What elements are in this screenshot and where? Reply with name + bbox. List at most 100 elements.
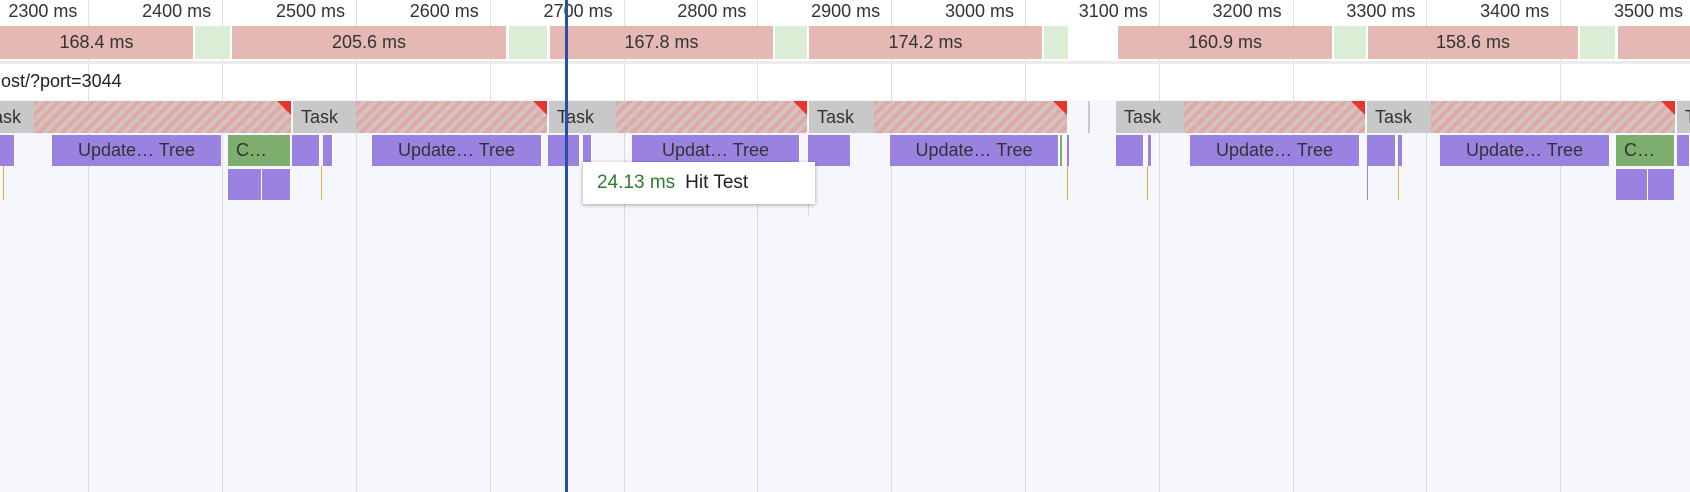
event-marker <box>321 166 322 200</box>
event-label: Update… Tree <box>915 140 1033 160</box>
event-label: Updat… Tree <box>661 140 770 160</box>
long-task-overrun[interactable] <box>1431 101 1675 133</box>
event[interactable] <box>228 169 262 200</box>
tick-label: 2800 ms <box>677 1 747 21</box>
event[interactable] <box>0 135 15 166</box>
frame-duration: 205.6 ms <box>331 32 407 52</box>
long-task-overrun[interactable] <box>34 101 291 133</box>
long-task-overrun[interactable] <box>356 101 547 133</box>
event[interactable] <box>583 135 592 166</box>
gridline <box>222 0 224 492</box>
event[interactable] <box>1367 135 1396 166</box>
event-composite[interactable]: C… <box>1616 135 1675 166</box>
idle-frame[interactable] <box>195 26 230 59</box>
frame-duration: 174.2 ms <box>888 32 963 52</box>
idle-frame[interactable] <box>1044 26 1068 59</box>
frame[interactable]: 158.6 ms <box>1368 26 1578 59</box>
event-hit-test[interactable] <box>548 135 580 166</box>
track-url: host/?port=3044 <box>0 71 122 91</box>
event[interactable] <box>1398 135 1403 166</box>
event[interactable] <box>292 135 320 166</box>
timeline-cursor[interactable] <box>565 0 568 492</box>
task-label: Task <box>557 106 595 127</box>
tick-label: 3500 ms <box>1613 1 1683 21</box>
gridline <box>489 0 491 492</box>
event-update-layer-tree[interactable]: Update… Tree <box>1440 135 1610 166</box>
gridline <box>623 0 625 492</box>
event-update-layer-tree[interactable]: Update… Tree <box>52 135 222 166</box>
event[interactable] <box>1116 135 1144 166</box>
long-task-marker-icon <box>793 101 807 115</box>
event[interactable] <box>1616 169 1648 200</box>
tick-label: 3000 ms <box>944 1 1014 21</box>
event-label: Update… Tree <box>1215 140 1334 160</box>
gridline <box>891 0 893 492</box>
event-composite[interactable]: C… <box>228 135 291 166</box>
tooltip-event-name: Hit Test <box>685 172 749 193</box>
gridline <box>356 0 357 492</box>
task[interactable]: Task <box>1116 101 1184 133</box>
long-task-overrun[interactable] <box>616 101 807 133</box>
event[interactable] <box>808 135 851 166</box>
task[interactable]: Task <box>0 101 34 133</box>
task[interactable] <box>1088 101 1090 133</box>
event[interactable] <box>323 135 333 166</box>
tick-label: 2300 ms <box>8 1 78 21</box>
event-marker <box>1367 166 1368 200</box>
event-update-layer-tree[interactable]: Update… Tree <box>890 135 1059 166</box>
hover-tooltip: 24.13 ms Hit Test <box>583 162 815 204</box>
event-label: C… <box>236 140 267 160</box>
task[interactable]: Task <box>1677 101 1690 133</box>
long-task-marker-icon <box>277 101 291 115</box>
task[interactable]: Task <box>1367 101 1431 133</box>
event-label: C… <box>1624 140 1655 160</box>
idle-frame[interactable] <box>509 26 547 59</box>
event-update-layer-tree[interactable]: Updat… Tree <box>632 135 800 166</box>
frame[interactable]: 205.6 ms <box>232 26 506 59</box>
frame[interactable]: 160.9 ms <box>1118 26 1332 59</box>
frame[interactable]: 168.4 ms <box>0 26 193 59</box>
idle-frame[interactable] <box>1334 26 1366 59</box>
task-label: Task <box>1375 106 1413 127</box>
event-marker <box>1398 166 1399 200</box>
event[interactable] <box>262 169 291 200</box>
event[interactable] <box>1648 169 1675 200</box>
event-update-layer-tree[interactable]: Update… Tree <box>1190 135 1360 166</box>
task[interactable]: Task <box>293 101 356 133</box>
gridline <box>1158 0 1160 492</box>
event-marker <box>3 166 4 200</box>
task[interactable]: Task <box>549 101 616 133</box>
event[interactable] <box>1060 135 1062 166</box>
tick-label: 3200 ms <box>1212 1 1282 21</box>
frame[interactable] <box>1618 26 1690 59</box>
tick-label: 2400 ms <box>142 1 212 21</box>
frame[interactable]: 174.2 ms <box>809 26 1042 59</box>
gridline <box>1560 0 1562 492</box>
long-task-overrun[interactable] <box>874 101 1067 133</box>
long-task-marker-icon <box>1053 101 1067 115</box>
idle-frame[interactable] <box>1580 26 1615 59</box>
event-marker <box>1067 166 1068 200</box>
divider <box>0 61 1690 64</box>
event-update-layer-tree[interactable]: Update… Tree <box>372 135 542 166</box>
tick-label: 2500 ms <box>275 1 345 21</box>
long-task-marker-icon <box>533 101 547 115</box>
tick-label: 3100 ms <box>1078 1 1148 21</box>
tick-label: 3300 ms <box>1346 1 1416 21</box>
frame-duration: 158.6 ms <box>1435 32 1511 52</box>
long-task-overrun[interactable] <box>1184 101 1365 133</box>
idle-frame[interactable] <box>775 26 807 59</box>
task-label: Task <box>0 106 22 127</box>
tick-label: 3400 ms <box>1480 1 1550 21</box>
task[interactable]: Task <box>809 101 874 133</box>
event[interactable] <box>1148 135 1152 166</box>
frame-duration: 168.4 ms <box>59 32 134 52</box>
long-task-marker-icon <box>1351 101 1365 115</box>
event-label: Update… Tree <box>1465 140 1584 160</box>
event[interactable] <box>1677 135 1690 166</box>
long-task-marker-icon <box>1661 101 1675 115</box>
event[interactable] <box>1067 135 1069 166</box>
frame[interactable]: 167.8 ms <box>550 26 773 59</box>
gridline <box>88 0 90 492</box>
frame-duration: 160.9 ms <box>1187 32 1263 52</box>
